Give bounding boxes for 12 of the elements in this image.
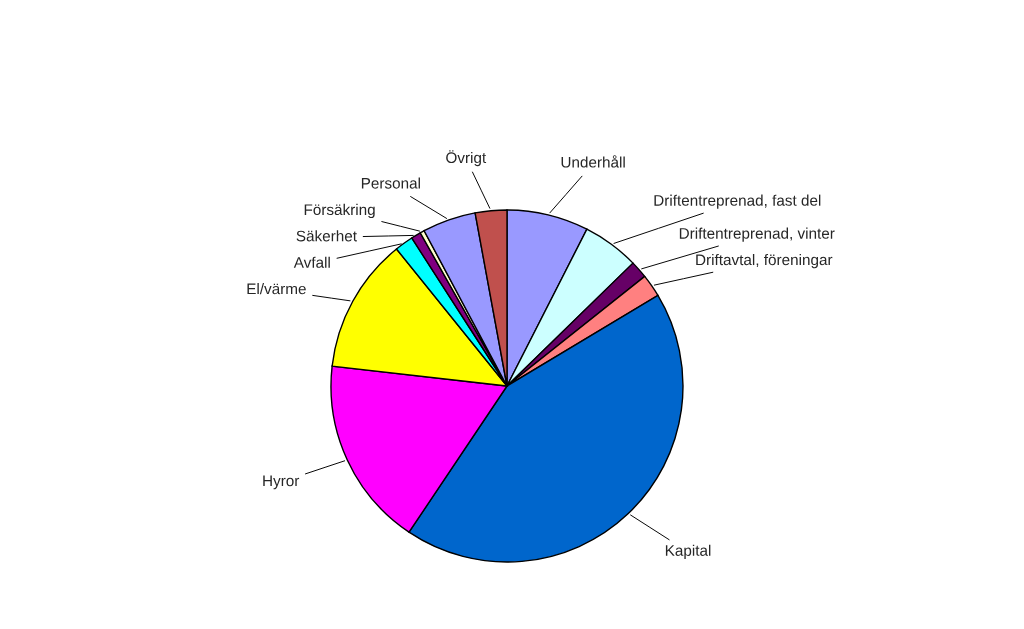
slice-label: Underhåll (561, 155, 625, 168)
slice-label: Driftentreprenad, vinter (679, 227, 835, 242)
slice-label: Försäkring (304, 203, 375, 219)
slice-label: Avfall (293, 256, 330, 268)
slice-label: Personal (361, 177, 420, 189)
slice-label: Driftavtal, föreningar (696, 253, 833, 269)
slice-label: El/värme (247, 283, 306, 295)
slice-label: Driftentreprenad, fast del (654, 194, 821, 209)
slice-label: Hyror (263, 475, 300, 490)
slice-label: Övrigt (446, 150, 487, 167)
slice-label: Kapital (665, 544, 711, 559)
slice-label: Säkerhet (296, 230, 357, 242)
